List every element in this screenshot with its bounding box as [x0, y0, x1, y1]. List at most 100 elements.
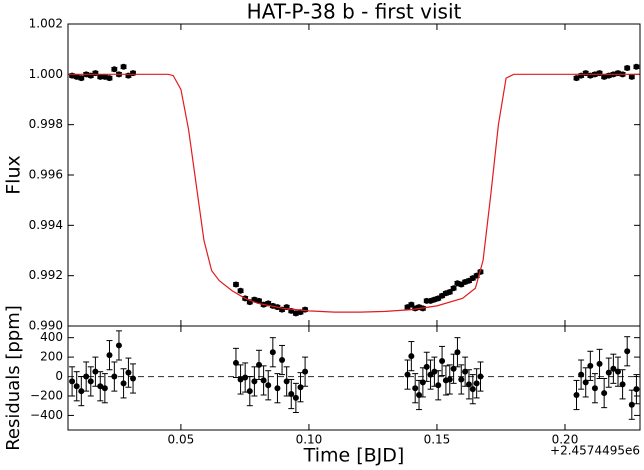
data-point — [125, 369, 132, 376]
data-point — [73, 73, 80, 80]
y-tick-label: 400 — [40, 330, 63, 344]
data-point — [419, 379, 426, 386]
data-point — [111, 66, 118, 73]
data-point — [274, 385, 281, 392]
data-point — [101, 73, 108, 80]
data-point — [578, 371, 585, 378]
y-axis-label: Residuals [ppm] — [3, 305, 24, 451]
data-point — [573, 75, 580, 82]
data-point — [97, 73, 104, 80]
data-point — [292, 394, 299, 401]
data-point — [232, 281, 239, 288]
y-tick-label: 0 — [55, 369, 63, 383]
data-point — [288, 391, 295, 398]
data-point — [624, 65, 631, 72]
y-tick-label: 0.998 — [29, 117, 63, 131]
x-axis-label: Time [BJD] — [303, 445, 405, 467]
data-point — [73, 383, 80, 390]
x-tick-label: 0.15 — [424, 433, 451, 447]
data-point — [106, 75, 113, 82]
data-point — [601, 390, 608, 397]
plot-frame — [67, 23, 641, 327]
data-point — [573, 392, 580, 399]
data-point — [408, 353, 415, 360]
data-point — [251, 378, 258, 385]
data-point — [279, 357, 286, 364]
data-point — [78, 75, 85, 82]
data-point — [610, 365, 617, 372]
data-point — [302, 306, 309, 313]
y-axis-label: Flux — [3, 155, 25, 195]
data-point — [130, 375, 137, 382]
plot-frame — [67, 325, 641, 431]
data-point — [232, 359, 239, 366]
data-point — [115, 342, 122, 349]
data-point — [256, 361, 263, 368]
data-point — [292, 310, 299, 317]
data-point — [633, 63, 640, 70]
data-point — [596, 360, 603, 367]
chart-title: HAT-P-38 b - first visit — [247, 0, 462, 24]
data-point — [408, 301, 415, 308]
data-point — [633, 386, 640, 393]
data-point — [283, 378, 290, 385]
data-point — [237, 287, 244, 294]
data-point — [454, 349, 461, 356]
data-point — [628, 401, 635, 408]
data-point — [446, 376, 453, 383]
y-tick-label: −400 — [30, 408, 63, 422]
y-tick-label: 1.002 — [29, 17, 63, 31]
x-offset-label: +2.4574495e6 — [550, 444, 640, 458]
data-point — [97, 383, 104, 390]
data-point — [439, 357, 446, 364]
x-tick-label: 0.05 — [168, 433, 195, 447]
data-point — [591, 385, 598, 392]
data-point — [297, 384, 304, 391]
data-point — [624, 348, 631, 355]
data-point — [120, 380, 127, 387]
data-point — [120, 63, 127, 70]
data-point — [450, 285, 457, 292]
data-point — [130, 70, 137, 77]
data-point — [601, 73, 608, 80]
data-point — [260, 377, 267, 384]
data-point — [469, 386, 476, 393]
data-point — [446, 289, 453, 296]
model-line — [68, 73, 640, 313]
data-point — [302, 368, 309, 375]
data-point — [412, 385, 419, 392]
y-tick-label: 200 — [40, 350, 63, 364]
data-point — [106, 352, 113, 359]
y-tick-label: 1.000 — [29, 67, 63, 81]
data-point — [582, 379, 589, 386]
data-point — [92, 368, 99, 375]
data-point — [101, 385, 108, 392]
data-point — [628, 73, 635, 80]
data-point — [83, 373, 90, 380]
data-point — [614, 368, 621, 375]
y-tick-label: 0.990 — [29, 319, 63, 333]
y-tick-label: 0.992 — [29, 268, 63, 282]
x-tick-label: 0.10 — [296, 433, 323, 447]
data-point — [256, 297, 263, 304]
data-point — [477, 373, 484, 380]
data-point — [242, 374, 249, 381]
data-point — [423, 363, 430, 370]
data-point — [431, 368, 438, 375]
data-point — [269, 349, 276, 356]
data-point — [404, 371, 411, 378]
data-point — [246, 388, 253, 395]
data-point — [69, 378, 76, 385]
data-point — [465, 381, 472, 388]
data-point — [458, 376, 465, 383]
data-point — [87, 378, 94, 385]
y-tick-label: −200 — [30, 388, 63, 402]
x-tick-label: 0.20 — [552, 433, 579, 447]
data-point — [619, 381, 626, 388]
data-point — [605, 369, 612, 376]
y-tick-label: 0.996 — [29, 168, 63, 182]
data-point — [265, 382, 272, 389]
data-point — [237, 376, 244, 383]
data-point — [78, 388, 85, 395]
